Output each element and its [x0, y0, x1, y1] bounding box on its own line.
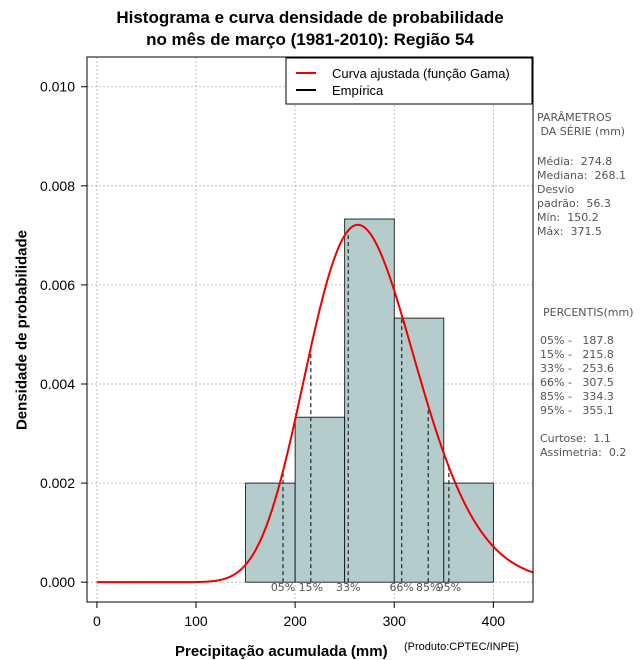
y-tick-label: 0.000: [40, 574, 75, 590]
histogram-bar: [344, 218, 395, 583]
histogram-bar: [294, 416, 346, 583]
percentile-label: 15%: [299, 581, 323, 594]
legend-label: Empírica: [332, 83, 384, 98]
percentile-label: 95%: [437, 581, 461, 594]
x-tick-label: 100: [184, 613, 208, 629]
chart-title-line1: Histograma e curva densidade de probabil…: [116, 8, 504, 27]
legend-label: Curva ajustada (função Gama): [332, 66, 510, 81]
percentile-label: 85%: [416, 581, 440, 594]
chart-title-line2: no mês de março (1981-2010): Região 54: [146, 30, 474, 49]
y-tick-label: 0.008: [40, 178, 75, 194]
percentile-label: 05%: [271, 581, 295, 594]
histogram-bar: [443, 482, 494, 583]
percentile-label: 33%: [336, 581, 360, 594]
credit-text: (Produto:CPTEC/INPE): [404, 641, 519, 653]
x-tick-label: 0: [93, 613, 101, 629]
y-tick-label: 0.004: [40, 376, 75, 392]
histogram-bar: [393, 317, 445, 583]
y-tick-label: 0.006: [40, 277, 75, 293]
y-tick-label: 0.010: [40, 79, 75, 95]
y-tick-label: 0.002: [40, 475, 75, 491]
histogram-bar: [245, 482, 296, 583]
x-axis-label: Precipitação acumulada (mm): [175, 643, 388, 660]
plot-border: [86, 56, 534, 603]
x-tick-label: 400: [482, 613, 506, 629]
params-heading: PARÂMETROS DA SÉRIE (mm): [537, 111, 626, 138]
gamma-curve-line: [96, 223, 533, 584]
legend-box: [285, 57, 533, 105]
y-axis-label: Densidade de probabilidade: [13, 229, 31, 431]
x-tick-label: 200: [283, 613, 307, 629]
percentis-heading: PERCENTIS(mm): [543, 306, 634, 319]
percentis-values: 05% - 187.8 15% - 215.8 33% - 253.6 66% …: [540, 334, 627, 459]
percentile-label: 66%: [389, 581, 413, 594]
params-values: Média: 274.8 Mediana: 268.1 Desvio padrã…: [537, 155, 626, 238]
x-tick-label: 300: [383, 613, 407, 629]
